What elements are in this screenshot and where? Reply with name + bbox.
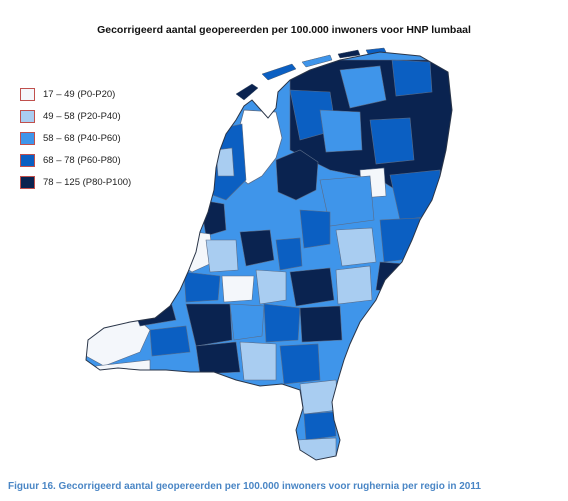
legend-label: 78 – 125 (P80-P100) [43,176,132,188]
legend-item-p80-p100: 78 – 125 (P80-P100) [20,174,131,190]
wadden-islands [235,47,387,101]
country-outline [85,51,453,461]
legend-swatch [20,87,35,101]
legend-item-p40-p60: 58 – 68 (P40-P60) [20,130,131,146]
map-legend: 17 – 49 (P0-P20) 49 – 58 (P20-P40) 58 – … [20,86,131,196]
legend-item-p60-p80: 68 – 78 (P60-P80) [20,152,131,168]
legend-label: 68 – 78 (P60-P80) [43,154,121,166]
legend-swatch [20,109,35,123]
map-title: Gecorrigeerd aantal geopereerden per 100… [97,24,471,36]
legend-swatch [20,153,35,167]
figure-caption: Figuur 16. Gecorrigeerd aantal geopereer… [8,481,481,492]
legend-swatch [20,175,35,189]
map-regions [86,52,452,460]
legend-swatch [20,131,35,145]
legend-label: 58 – 68 (P40-P60) [43,132,121,144]
legend-label: 49 – 58 (P20-P40) [43,110,121,122]
legend-label: 17 – 49 (P0-P20) [43,88,116,100]
legend-item-p0-p20: 17 – 49 (P0-P20) [20,86,131,102]
legend-item-p20-p40: 49 – 58 (P20-P40) [20,108,131,124]
